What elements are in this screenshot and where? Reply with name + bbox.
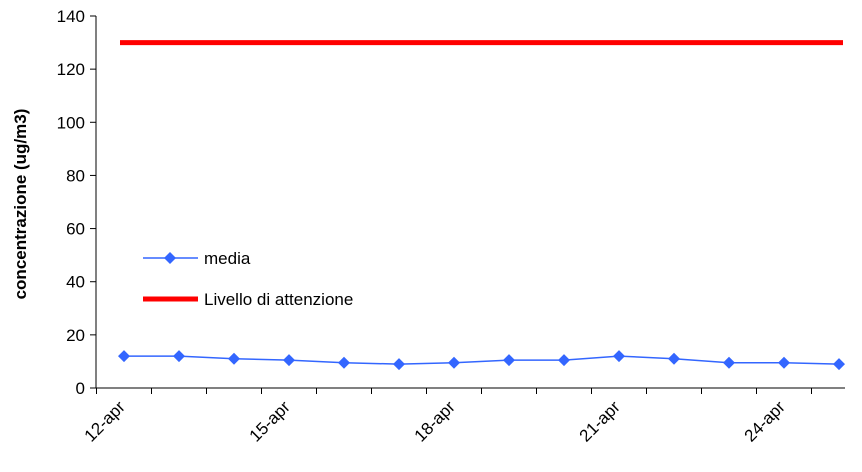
y-tick-label: 120 [57,60,85,79]
data-point [448,356,460,369]
series-line [124,355,840,365]
x-tick-label: 15-apr [246,397,294,445]
x-tick-label: 21-apr [576,397,624,445]
legend-marker [164,252,176,264]
y-tick-label: 100 [57,113,85,132]
y-tick-label: 60 [66,220,85,239]
y-tick-label: 80 [66,166,85,185]
legend: media Livello di attenzione [143,249,353,309]
x-tick-label: 18-apr [411,397,459,445]
data-point [558,354,570,367]
y-tick-label: 40 [66,273,85,292]
series-layer [118,40,845,371]
legend-label: media [204,249,251,268]
data-point [613,350,625,363]
data-point [503,354,515,367]
legend-label: Livello di attenzione [204,290,353,309]
data-point [118,350,130,363]
plot-area: 0 20 40 60 80 100 120 140 12-apr 15-apr 18-apr 21-… [57,7,845,446]
y-tick-label: 0 [76,379,85,398]
data-point [393,358,405,371]
data-point [778,356,790,369]
y-axis-title: concentrazione (ug/m3) [11,109,30,300]
data-point [283,354,295,367]
legend-item: Livello di attenzione [143,290,353,309]
y-ticks: 0 20 40 60 80 100 120 140 [57,7,96,398]
x-tick-label: 12-apr [81,397,129,445]
series-0 [118,350,845,371]
data-point [668,352,680,365]
data-point [833,358,845,371]
y-tick-label: 140 [57,7,85,26]
y-tick-label: 20 [66,326,85,345]
x-ticks: 12-apr 15-apr 18-apr 21-apr 24-apr [81,388,812,446]
data-point [723,356,735,369]
data-point [228,352,240,365]
legend-item: media [143,249,251,268]
x-tick-label: 24-apr [741,397,789,445]
data-point [338,356,350,369]
data-point [173,350,185,363]
